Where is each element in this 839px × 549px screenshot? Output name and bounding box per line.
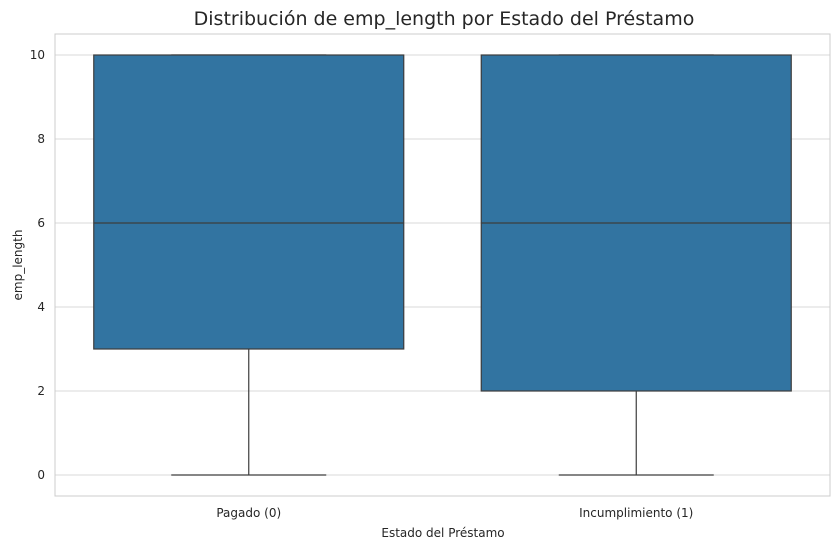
y-tick-labels: 0 2 4 6 8 10 <box>30 48 45 482</box>
box-layer <box>93 54 792 476</box>
box-group <box>480 54 792 476</box>
chart-title: Distribución de emp_length por Estado de… <box>194 8 695 30</box>
iqr-box <box>93 54 405 350</box>
y-tick-label: 4 <box>37 300 45 314</box>
x-tick-label: Pagado (0) <box>216 506 281 520</box>
y-tick-label: 0 <box>37 468 45 482</box>
box-group <box>93 54 405 476</box>
y-tick-label: 6 <box>37 216 45 230</box>
plot-frame <box>54 33 831 497</box>
y-tick-label: 8 <box>37 132 45 146</box>
y-tick-label: 2 <box>37 384 45 398</box>
x-tick-label: Incumplimiento (1) <box>579 506 693 520</box>
x-tick-labels: Pagado (0) Incumplimiento (1) <box>216 506 693 520</box>
y-tick-label: 10 <box>30 48 45 62</box>
x-axis-label: Estado del Préstamo <box>381 526 504 540</box>
y-axis-label: emp_length <box>11 230 25 301</box>
